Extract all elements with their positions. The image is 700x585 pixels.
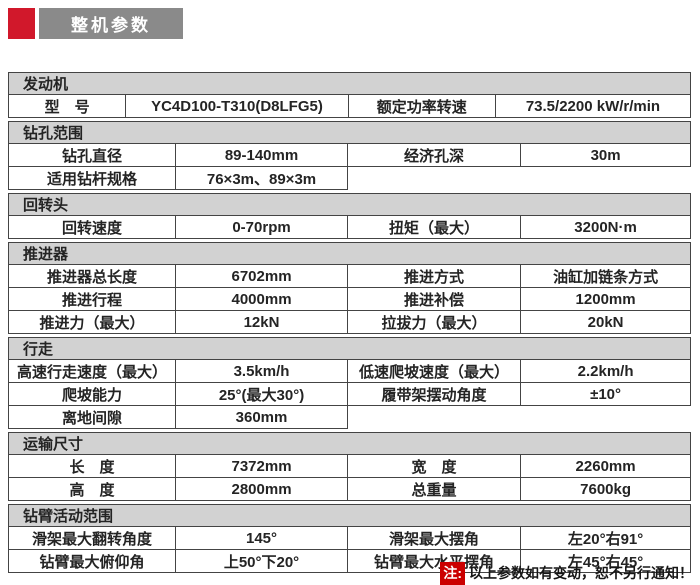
spec-label-cell: 钻孔直径 (7, 143, 177, 167)
spec-section-table: 回转头 回转速度 0-70rpm 扭矩（最大） 3200N·m (7, 193, 691, 239)
spec-label-cell: 爬坡能力 (7, 382, 177, 406)
brand-red-mark (8, 8, 35, 39)
spec-label-cell: 宽 度 (346, 454, 522, 478)
spec-label-cell: 经济孔深 (346, 143, 522, 167)
spec-label-cell: 滑架最大翻转角度 (7, 526, 177, 550)
spec-label-cell: 额定功率转速 (347, 94, 496, 118)
table-row: 回转头 (8, 193, 691, 216)
spec-value-cell: 25°(最大30°) (175, 382, 348, 406)
spec-label-cell: 型 号 (7, 94, 127, 118)
spec-label-cell: 钻臂最大俯仰角 (7, 549, 177, 573)
spec-value-cell: 12kN (175, 310, 348, 334)
spec-value-cell: 0-70rpm (175, 215, 348, 239)
spec-value-cell: 6702mm (175, 264, 348, 288)
table-row: 适用钻杆规格 76×3m、89×3m (7, 166, 691, 190)
spec-label-cell: 低速爬坡速度（最大） (346, 359, 522, 383)
table-row: 推进力（最大） 12kN 拉拔力（最大） 20kN (7, 310, 691, 334)
spec-label-cell: 履带架摆动角度 (346, 382, 522, 406)
table-row: 长 度 7372mm 宽 度 2260mm (7, 454, 691, 478)
table-row: 离地间隙 360mm (7, 405, 691, 429)
note-tag: 注: (440, 562, 465, 585)
section-header: 行走 (8, 337, 691, 360)
section-header: 发动机 (8, 72, 691, 95)
spec-label-cell: 推进补偿 (346, 287, 522, 311)
table-row: 运输尺寸 (8, 432, 691, 455)
table-row: 型 号 YC4D100-T310(D8LFG5) 额定功率转速 73.5/2200 k… (7, 94, 692, 118)
table-row: 钻臂最大俯仰角 上50°下20° 钻臂最大水平摆角 左45°右45° (7, 549, 691, 573)
spec-section-table: 推进器 推进器总长度 6702mm 推进方式 油缸加链条方式 推进行程 4000mm 推进补偿… (7, 242, 691, 334)
spec-label-cell: 推进器总长度 (7, 264, 177, 288)
spec-section-table: 运输尺寸长 度 7372mm 宽 度 2260mm 高 度 2800mm 总重量 7600kg (7, 432, 691, 501)
spec-value-cell: 1200mm (520, 287, 691, 311)
spec-value-cell: 7600kg (520, 477, 691, 501)
table-row: 推进行程 4000mm 推进补偿 1200mm (7, 287, 691, 311)
spec-value-cell: 30m (520, 143, 691, 167)
spec-tables: 发动机型 号 YC4D100-T310(D8LFG5) 额定功率转速 73.5/220… (7, 72, 692, 576)
spec-value-cell: 7372mm (175, 454, 348, 478)
spec-label-cell: 离地间隙 (7, 405, 177, 429)
footer-note: 注: 以上参数如有变动，恕不另行通知！ (8, 562, 693, 585)
spec-label-cell: 扭矩（最大） (346, 215, 522, 239)
spec-value-cell: 145° (175, 526, 348, 550)
section-header: 回转头 (8, 193, 691, 216)
spec-label-cell: 总重量 (346, 477, 522, 501)
spec-label-cell: 推进行程 (7, 287, 177, 311)
table-row: 高速行走速度（最大） 3.5km/h 低速爬坡速度（最大） 2.2km/h (7, 359, 691, 383)
spec-value-cell: 20kN (520, 310, 691, 334)
spec-value-cell: 上50°下20° (175, 549, 348, 573)
spec-value-cell: 76×3m、89×3m (175, 166, 348, 190)
spec-section-table: 行走 高速行走速度（最大） 3.5km/h 低速爬坡速度（最大） 2.2km/h 爬坡能力… (7, 337, 691, 429)
spec-section-table: 钻臂活动范围 滑架最大翻转角度 145° 滑架最大摆角 左20°右91° 钻臂最大俯仰角上… (7, 504, 691, 573)
spec-value-cell: 73.5/2200 kW/r/min (494, 94, 692, 118)
spec-label-cell: 滑架最大摆角 (346, 526, 522, 550)
table-row: 钻臂活动范围 (8, 504, 691, 527)
table-row: 爬坡能力 25°(最大30°) 履带架摆动角度 ±10° (7, 382, 691, 406)
spec-label-cell: 长 度 (7, 454, 177, 478)
spec-section-table: 钻孔范围 钻孔直径 89-140mm 经济孔深 30m 适用钻杆规格 76×3m、89×3m (7, 121, 691, 190)
page-title-bar: 整机参数 (8, 8, 183, 39)
table-row: 钻孔直径 89-140mm 经济孔深 30m (7, 143, 691, 167)
spec-value-cell: 左45°右45° (520, 549, 691, 573)
spec-value-cell: 2260mm (520, 454, 691, 478)
spec-value-cell: ±10° (520, 382, 691, 406)
table-row: 回转速度 0-70rpm 扭矩（最大） 3200N·m (7, 215, 691, 239)
spec-value-cell: 3.5km/h (175, 359, 348, 383)
spec-label-cell: 拉拔力（最大） (346, 310, 522, 334)
spec-label-cell: 高速行走速度（最大） (7, 359, 177, 383)
table-row: 钻孔范围 (8, 121, 691, 144)
spec-value-cell: 3200N·m (520, 215, 691, 239)
table-row: 滑架最大翻转角度 145° 滑架最大摆角 左20°右91° (7, 526, 691, 550)
empty-open-cell (347, 167, 690, 190)
section-header: 运输尺寸 (8, 432, 691, 455)
spec-label-cell: 推进力（最大） (7, 310, 177, 334)
spec-value-cell: 2.2km/h (520, 359, 691, 383)
table-row: 高 度 2800mm 总重量 7600kg (7, 477, 691, 501)
spec-value-cell: 89-140mm (175, 143, 348, 167)
note-text: 以上参数如有变动，恕不另行通知！ (469, 565, 693, 581)
spec-value-cell: 左20°右91° (520, 526, 691, 550)
spec-value-cell: 4000mm (175, 287, 348, 311)
spec-value-cell: YC4D100-T310(D8LFG5) (125, 94, 349, 118)
spec-section-table: 发动机型 号 YC4D100-T310(D8LFG5) 额定功率转速 73.5/220… (7, 72, 692, 118)
table-row: 推进器总长度 6702mm 推进方式 油缸加链条方式 (7, 264, 691, 288)
spec-value-cell: 360mm (175, 405, 348, 429)
spec-value-cell: 2800mm (175, 477, 348, 501)
table-row: 发动机 (8, 72, 691, 95)
spec-label-cell: 推进方式 (346, 264, 522, 288)
section-header: 钻臂活动范围 (8, 504, 691, 527)
table-row: 行走 (8, 337, 691, 360)
spec-label-cell: 回转速度 (7, 215, 177, 239)
spec-label-cell: 高 度 (7, 477, 177, 501)
section-header: 钻孔范围 (8, 121, 691, 144)
empty-open-cell (347, 406, 690, 429)
table-row: 推进器 (8, 242, 691, 265)
spec-value-cell: 油缸加链条方式 (520, 264, 691, 288)
section-header: 推进器 (8, 242, 691, 265)
spec-label-cell: 适用钻杆规格 (7, 166, 177, 190)
page-title: 整机参数 (39, 8, 183, 39)
